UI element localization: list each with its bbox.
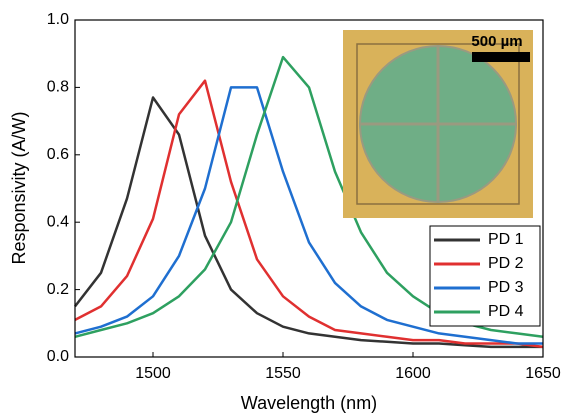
legend-label: PD 3 [488, 279, 524, 296]
x-axis-label: Wavelength (nm) [241, 393, 377, 413]
inset-border [356, 43, 520, 205]
x-tick-label: 1650 [525, 365, 561, 382]
legend-label: PD 2 [488, 255, 524, 272]
series-line [74, 96, 543, 349]
y-tick-label: 0.6 [47, 146, 69, 163]
inset-image [343, 30, 533, 218]
x-tick-label: 1600 [395, 365, 431, 382]
plot-frame [74, 19, 544, 358]
legend-label: PD 4 [488, 303, 524, 320]
legend-label: PD 1 [488, 231, 524, 248]
series-line [74, 86, 543, 345]
y-axis-label: Responsivity (A/W) [9, 111, 29, 264]
y-tick-label: 0.8 [47, 79, 69, 96]
y-tick-label: 0.0 [47, 348, 69, 365]
x-tick-label: 1500 [135, 365, 171, 382]
y-tick-label: 0.2 [47, 281, 69, 298]
scale-label: 500 µm [471, 33, 522, 50]
scale-bar [472, 52, 530, 62]
y-tick-label: 1.0 [47, 11, 69, 28]
series-line [74, 79, 544, 349]
y-tick-label: 0.4 [47, 213, 69, 230]
legend-box [429, 225, 541, 327]
x-tick-label: 1550 [265, 365, 301, 382]
